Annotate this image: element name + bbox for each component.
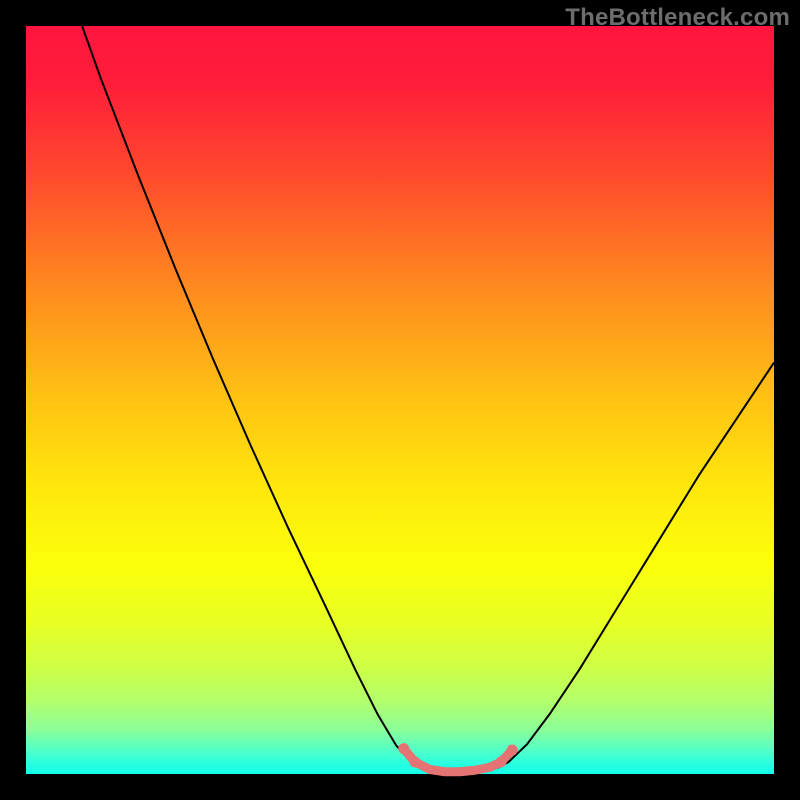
- dip-marker: [507, 745, 518, 756]
- dip-marker: [495, 757, 506, 768]
- dip-marker: [409, 757, 420, 768]
- chart-frame: TheBottleneck.com: [0, 0, 800, 800]
- bottleneck-chart-svg: [0, 0, 800, 800]
- chart-background: [26, 26, 774, 774]
- watermark-text: TheBottleneck.com: [565, 4, 790, 32]
- dip-marker: [398, 743, 409, 754]
